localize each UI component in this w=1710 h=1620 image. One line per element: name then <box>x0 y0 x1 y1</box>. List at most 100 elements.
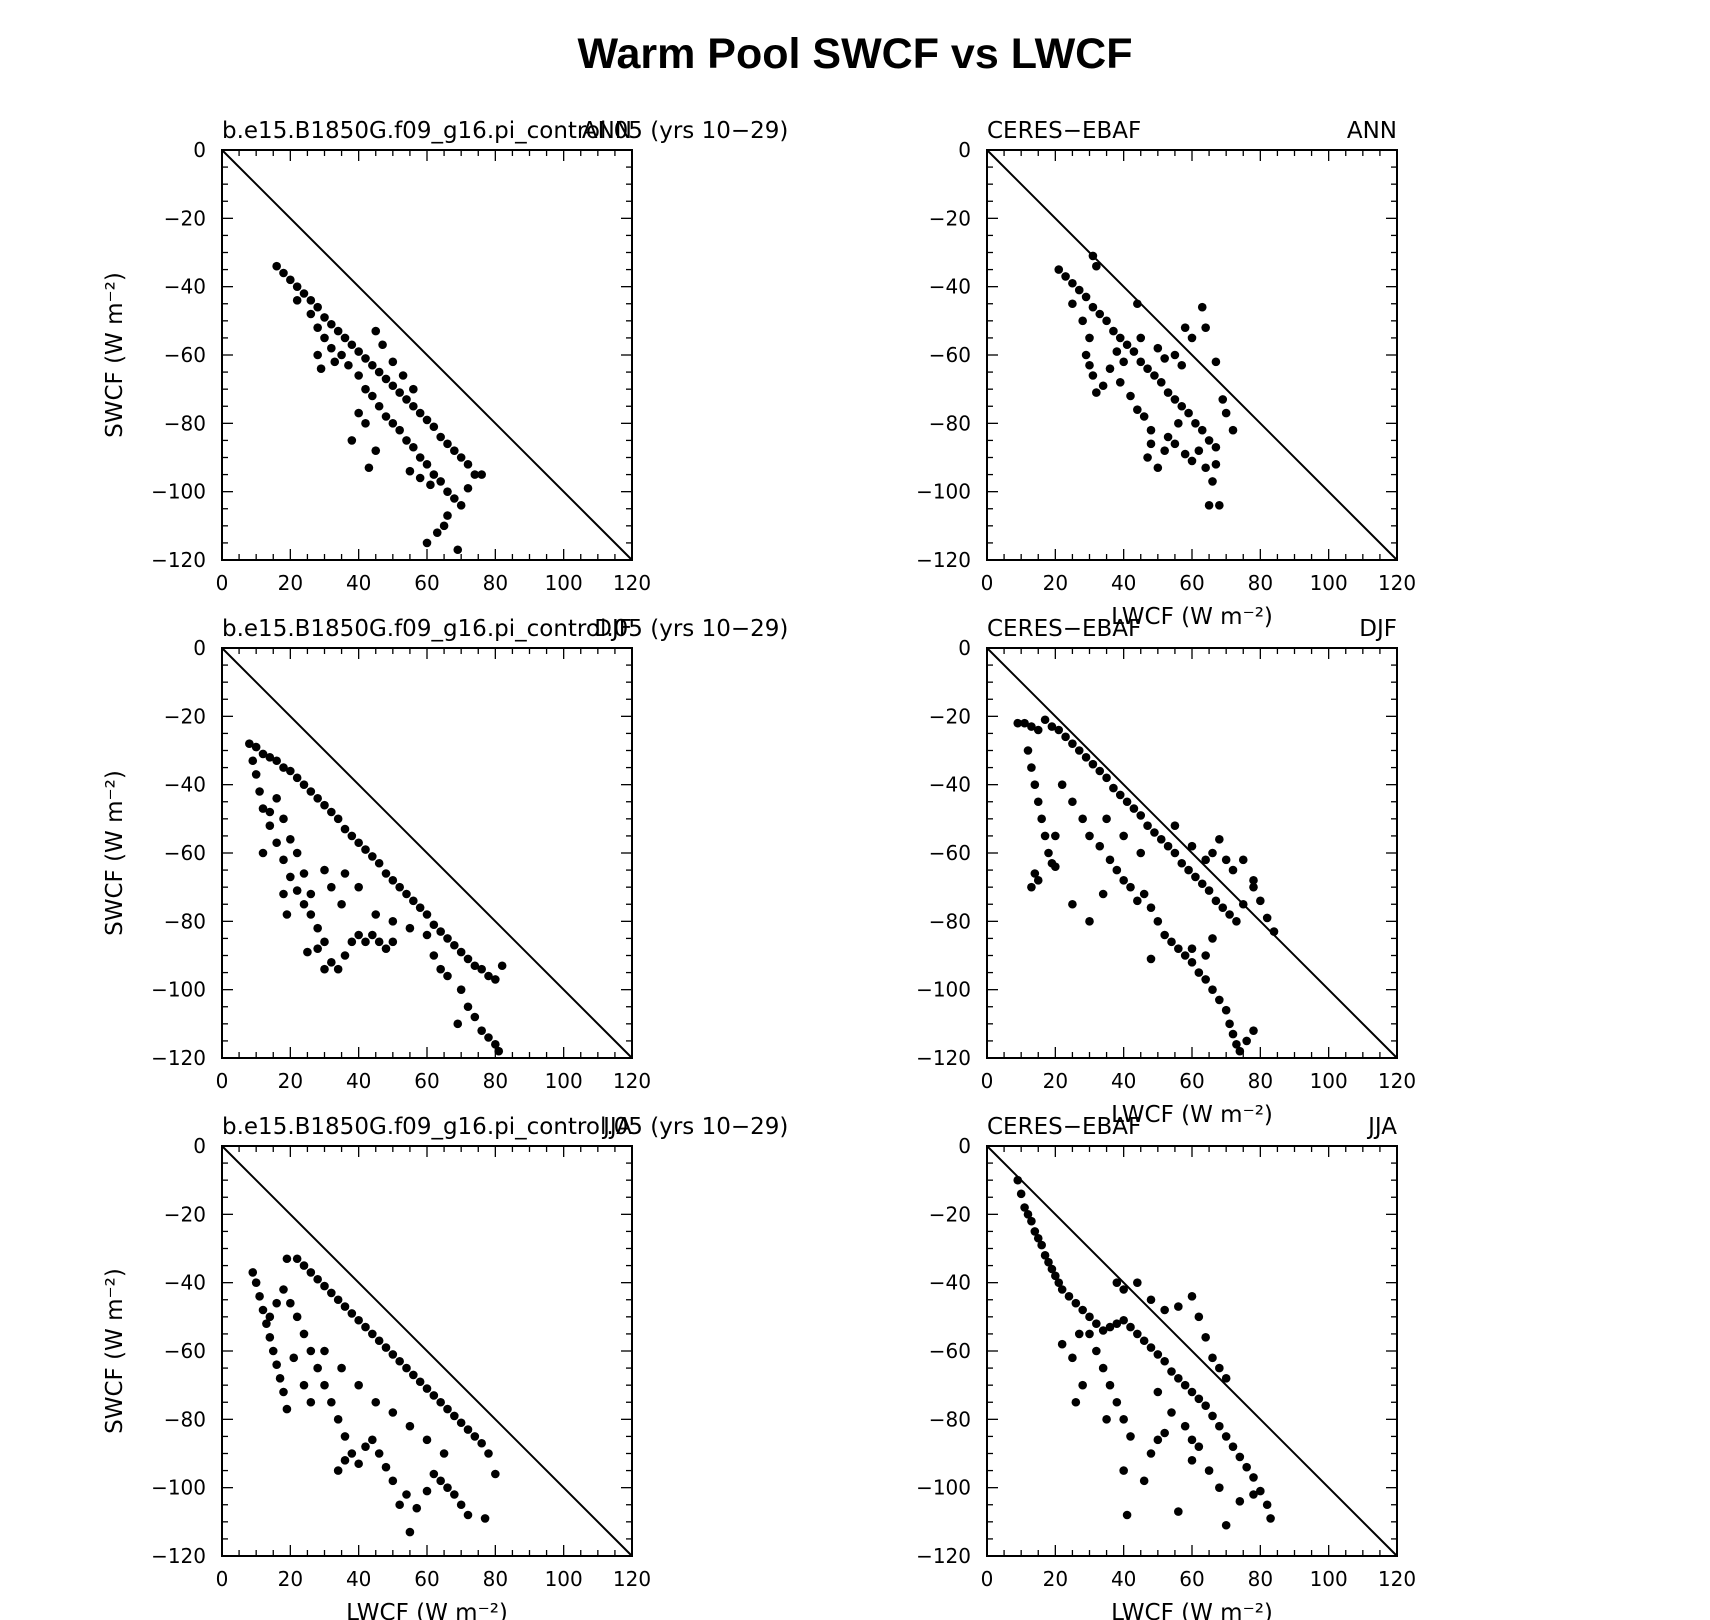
data-point <box>1085 1312 1094 1322</box>
data-point <box>286 1298 295 1308</box>
data-point <box>1040 715 1050 725</box>
y-tick-label: −120 <box>916 1046 971 1070</box>
y-tick-label: −100 <box>916 978 971 1002</box>
data-point <box>484 1449 493 1458</box>
x-tick-label: 40 <box>1111 1069 1136 1093</box>
data-point <box>1119 1415 1128 1424</box>
panel-right-title: JJA <box>1366 1114 1397 1140</box>
data-point <box>1068 1353 1077 1363</box>
data-point <box>1133 896 1142 906</box>
data-point <box>258 848 268 858</box>
panel-left-title: CERES−EBAF <box>987 616 1141 642</box>
data-point <box>1167 1408 1176 1417</box>
data-point <box>1112 347 1122 356</box>
data-point <box>429 470 439 479</box>
data-point <box>1013 1175 1023 1185</box>
data-point <box>1136 811 1146 820</box>
panel-right-title: ANN <box>1347 118 1397 144</box>
data-point <box>484 1033 493 1042</box>
data-point <box>316 364 326 373</box>
y-tick-label: −40 <box>164 275 206 299</box>
data-point <box>1174 419 1183 428</box>
data-point <box>1146 439 1156 449</box>
data-point <box>1109 326 1118 336</box>
data-point <box>1095 309 1105 319</box>
y-tick-label: −60 <box>929 1339 971 1363</box>
data-point <box>1167 937 1176 947</box>
x-tick-label: 80 <box>1248 1069 1273 1093</box>
data-point <box>292 282 302 291</box>
data-point <box>388 1476 398 1486</box>
reference-line <box>986 149 1398 561</box>
x-tick-label: 0 <box>981 1567 994 1591</box>
data-point <box>422 910 432 919</box>
data-point <box>443 934 452 943</box>
data-point <box>1081 753 1091 762</box>
data-point <box>368 852 377 861</box>
data-point <box>1235 1452 1245 1462</box>
data-point <box>1201 975 1210 984</box>
data-point <box>1194 446 1204 455</box>
data-point <box>1033 797 1043 807</box>
data-point <box>340 824 350 834</box>
data-point <box>279 814 288 824</box>
data-point <box>429 422 439 432</box>
data-point <box>1191 419 1200 428</box>
x-axis-label: LWCF (W m⁻²) <box>1111 1600 1273 1620</box>
data-point <box>1054 265 1064 274</box>
data-point <box>371 1397 381 1407</box>
data-point <box>436 477 445 486</box>
panel-left-title: b.e15.B1850G.f09_g16.pi_control.05 (yrs … <box>222 118 788 144</box>
data-point <box>327 807 336 817</box>
data-point <box>1153 463 1163 473</box>
data-point <box>1119 876 1128 885</box>
data-point <box>282 910 292 919</box>
data-point <box>272 1360 281 1369</box>
chart-title: Warm Pool SWCF vs LWCF <box>577 30 1133 78</box>
data-point <box>1201 1401 1210 1410</box>
data-point <box>371 446 381 455</box>
data-point <box>1095 766 1105 776</box>
data-point <box>248 1268 258 1277</box>
data-point <box>1194 1394 1204 1404</box>
data-point <box>1269 927 1279 936</box>
data-point <box>251 742 261 752</box>
data-point <box>1187 1456 1197 1465</box>
data-point <box>354 347 363 356</box>
data-point <box>1187 1435 1197 1445</box>
data-point <box>429 1391 439 1400</box>
data-point <box>265 1312 275 1322</box>
data-point <box>330 357 340 367</box>
data-point <box>327 958 336 967</box>
data-point <box>292 773 302 783</box>
reference-line <box>221 647 633 1059</box>
data-point <box>368 360 377 370</box>
data-point <box>439 1449 449 1458</box>
data-point <box>1074 1329 1084 1339</box>
data-point <box>1163 841 1173 851</box>
data-point <box>1112 1319 1122 1328</box>
data-point <box>306 309 316 319</box>
data-point <box>422 1486 432 1496</box>
data-point <box>299 1380 309 1390</box>
data-point <box>484 971 493 981</box>
y-tick-label: −20 <box>164 206 206 230</box>
data-point <box>436 927 445 936</box>
x-tick-label: 80 <box>483 571 508 595</box>
data-point <box>1098 381 1108 391</box>
data-point <box>251 1278 261 1287</box>
data-point <box>1044 1257 1053 1267</box>
data-point <box>463 1425 473 1434</box>
data-point <box>1061 732 1070 742</box>
x-tick-label: 80 <box>1248 1567 1273 1591</box>
scatter-panel: 0 20 40 60 80 100 120 0 −20 −40 −60 −80 −100 −120 b.e1… <box>102 616 788 1093</box>
reference-line <box>221 149 633 561</box>
data-point <box>371 326 381 336</box>
data-point <box>426 480 435 490</box>
data-point <box>1228 1442 1238 1451</box>
data-point <box>268 1346 278 1356</box>
data-point <box>1109 783 1118 793</box>
data-point <box>1095 841 1105 851</box>
x-tick-label: 0 <box>216 1069 229 1093</box>
data-point <box>1211 460 1221 469</box>
